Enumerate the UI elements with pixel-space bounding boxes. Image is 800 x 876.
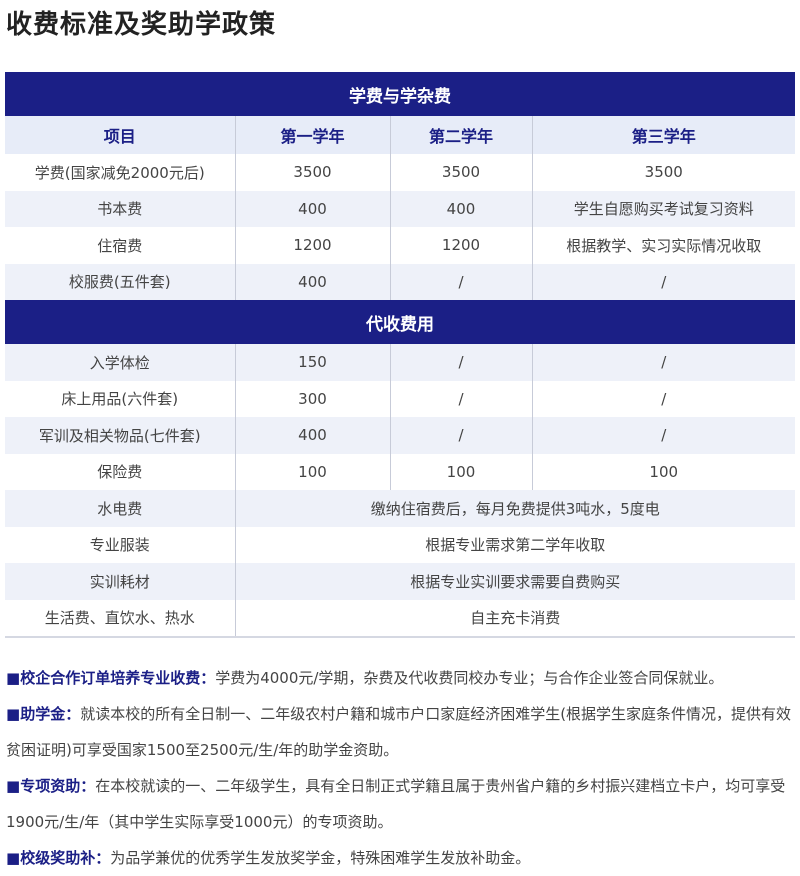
item-cell: 保险费 (97, 463, 143, 482)
bullet-square-icon: ■ (6, 777, 21, 795)
fee-cell: 1200 (389, 227, 532, 264)
column-header: 项目 (5, 116, 235, 154)
fee-cell: / (531, 380, 795, 417)
fee-cell: / (389, 417, 532, 454)
policy-note: ■校级奖助补：为品学兼优的优秀学生发放奖学金，特殊困难学生发放补助金。 (6, 840, 796, 876)
bullet-square-icon: ■ (6, 849, 21, 867)
table-row: 水电费 缴纳住宿费后，每月免费提供3吨水，5度电 (5, 490, 795, 527)
fee-cell: 根据专业需求第二学年收取 (234, 526, 795, 563)
item-cell: 入学体检 (5, 344, 235, 381)
item-cell: 军训及相关物品(七件套) (5, 417, 235, 454)
section-header: 学费与学杂费 (5, 72, 795, 116)
section-title: 代收费用 (5, 300, 795, 344)
table-row: 专业服装 根据专业需求第二学年收取 (5, 526, 795, 563)
policy-notes: ■校企合作订单培养专业收费：学费为4000元/学期，杂费及代收费同校办专业；与合… (6, 660, 796, 876)
fee-cell: 400 (389, 190, 532, 227)
policy-note: ■助学金：就读本校的所有全日制一、二年级农村户籍和城市户口家庭经济困难学生(根据… (6, 696, 796, 768)
table-row: 保险费 100 100 100 (5, 453, 795, 490)
fee-cell: 3500 (389, 154, 532, 191)
item-cell: 实训耗材 (5, 563, 235, 600)
page-title: 收费标准及奖助学政策 (6, 10, 277, 40)
fee-cell: 根据专业实训要求需要自费购买 (234, 563, 795, 600)
fee-cell: 150 (234, 344, 390, 381)
fee-cell: / (531, 417, 795, 454)
table-row: 床上用品(六件套) 300// (5, 380, 795, 417)
fee-cell: 3500 (531, 154, 795, 191)
policy-note: ■校企合作订单培养专业收费：学费为4000元/学期，杂费及代收费同校办专业；与合… (6, 660, 796, 696)
item-cell: 生活费、直饮水、热水 (5, 599, 235, 638)
note-label: 专项资助： (20, 777, 96, 795)
note-text: 学费为4000元/学期，杂费及代收费同校办专业；与合作企业签合同保就业。 (215, 669, 724, 687)
fee-cell: 100 (389, 453, 532, 490)
fee-table: 学费与学杂费 项目 第一学年 第二学年 第三学年 学费(国家减免2000元后) 3500 35… (5, 72, 795, 638)
table-row: 住宿费 1200 1200 根据教学、实习实际情况收取 (5, 227, 795, 264)
fee-cell: / (389, 380, 532, 417)
policy-note: ■专项资助：在本校就读的一、二年级学生，具有全日制正式学籍且属于贵州省户籍的乡村… (6, 768, 796, 840)
table-row: 校服费(五件套) 400// (5, 263, 795, 300)
note-text: 在本校就读的一、二年级学生，具有全日制正式学籍且属于贵州省户籍的乡村振兴建档立卡… (6, 777, 786, 831)
fee-cell: 1200 (234, 227, 390, 264)
section-title: 学费与学杂费 (5, 72, 795, 116)
note-text: 为品学兼优的优秀学生发放奖学金，特殊困难学生发放补助金。 (110, 849, 531, 867)
fee-cell: 缴纳住宿费后，每月免费提供3吨水，5度电 (234, 490, 795, 527)
fee-cell: 根据教学、实习实际情况收取 (531, 227, 795, 264)
fee-cell: / (389, 263, 532, 300)
column-header: 第一学年 (234, 116, 390, 154)
table-row: 实训耗材 根据专业实训要求需要自费购买 (5, 563, 795, 600)
item-cell: 学费(国家减免2000元后) (34, 163, 205, 182)
table-row: 书本费 400 400 学生自愿购买考试复习资料 (5, 190, 795, 227)
item-cell: 住宿费 (97, 236, 143, 255)
fee-cell: 100 (234, 453, 390, 490)
fee-cell: 300 (234, 380, 390, 417)
table-row: 学费(国家减免2000元后) 3500 3500 3500 (5, 154, 795, 191)
bullet-square-icon: ■ (6, 705, 21, 723)
fee-cell: 100 (531, 453, 795, 490)
item-cell: 床上用品(六件套) (61, 390, 179, 409)
item-cell: 校服费(五件套) (5, 263, 235, 300)
fee-cell: 自主充卡消费 (234, 599, 795, 638)
column-header: 第二学年 (389, 116, 532, 154)
column-header-row: 项目 第一学年 第二学年 第三学年 (5, 116, 795, 154)
column-header: 第三学年 (531, 116, 795, 154)
fee-cell: 400 (234, 263, 390, 300)
item-cell: 专业服装 (89, 536, 150, 555)
note-label: 助学金： (20, 705, 81, 723)
bullet-square-icon: ■ (6, 669, 21, 687)
fee-cell: 400 (234, 190, 390, 227)
table-row: 入学体检 150// (5, 344, 795, 381)
section-header: 代收费用 (5, 300, 795, 344)
fee-cell: 3500 (234, 154, 390, 191)
fee-cell: 学生自愿购买考试复习资料 (531, 190, 795, 227)
table-row: 生活费、直饮水、热水 自主充卡消费 (5, 599, 795, 638)
fee-cell: / (531, 263, 795, 300)
note-label: 校级奖助补： (20, 849, 111, 867)
fee-cell: 400 (234, 417, 390, 454)
table-row: 军训及相关物品(七件套) 400// (5, 417, 795, 454)
note-text: 就读本校的所有全日制一、二年级农村户籍和城市户口家庭经济困难学生(根据学生家庭条… (6, 705, 792, 759)
item-cell: 书本费 (5, 190, 235, 227)
fee-cell: / (389, 344, 532, 381)
item-cell: 水电费 (5, 490, 235, 527)
fee-cell: / (531, 344, 795, 381)
note-label: 校企合作订单培养专业收费： (20, 669, 216, 687)
